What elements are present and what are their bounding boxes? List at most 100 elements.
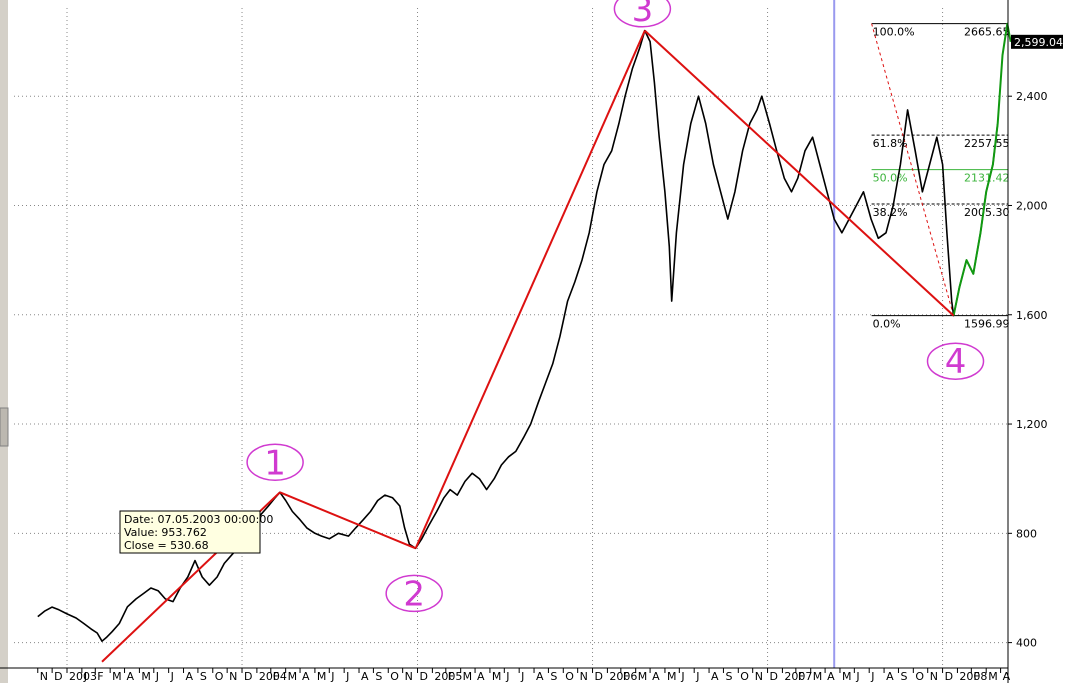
annotation-label: 2	[403, 574, 425, 614]
x-tick-label: M	[317, 670, 327, 683]
x-tick-label: A	[477, 670, 485, 683]
annotation-label: 1	[264, 443, 286, 483]
fib-level-pct: 0.0%	[873, 318, 901, 331]
x-tick-label: J	[680, 670, 684, 683]
x-tick-label: M	[288, 670, 298, 683]
x-tick-label: 2006	[609, 670, 637, 683]
x-tick-label: S	[900, 670, 907, 683]
x-tick-label: N	[40, 670, 48, 683]
x-tick-label: M	[638, 670, 648, 683]
annotation-circle	[613, 0, 672, 28]
x-tick-label: M	[112, 670, 122, 683]
x-tick-label: A	[536, 670, 544, 683]
y-axis: 400 800 1,200 1,600 2,000 2,400	[1007, 0, 1048, 683]
x-tick-label: O	[565, 670, 574, 683]
fib-level-pct: 100.0%	[873, 26, 915, 39]
annotation-circle	[926, 342, 985, 380]
fib-level-price: 1596.99	[964, 318, 1010, 331]
y-tick-label: 800	[1016, 527, 1037, 540]
x-tick-label: A	[127, 670, 135, 683]
fib-level-price: 2005.30	[964, 206, 1010, 219]
x-tick-label: F	[97, 670, 103, 683]
x-tick-label: 2004	[259, 670, 287, 683]
x-tick-label: F	[798, 670, 804, 683]
x-tick-label: S	[375, 670, 382, 683]
x-tick-label: A	[361, 670, 369, 683]
x-tick-label: J	[520, 670, 524, 683]
fib-level-pct: 50.0%	[873, 172, 908, 185]
x-tick-label: A	[711, 670, 719, 683]
x-tick-label: 2008	[959, 670, 987, 683]
tooltip-line: Date: 07.05.2003 00:00:00	[124, 513, 273, 526]
last-price-text: 2,599.04	[1014, 36, 1063, 49]
fib-level-price: 2665.65	[964, 26, 1010, 39]
x-tick-label: D	[770, 670, 778, 683]
fib-level-price: 2131.42	[964, 172, 1010, 185]
x-tick-label: D	[595, 670, 603, 683]
x-tick-label: 2003	[69, 670, 97, 683]
x-tick-label: N	[930, 670, 938, 683]
left-scroll-panel[interactable]	[0, 0, 8, 683]
x-tick-label: D	[54, 670, 62, 683]
x-tick-label: F	[973, 670, 979, 683]
x-tick-label: D	[945, 670, 953, 683]
x-tick-label: J	[695, 670, 699, 683]
x-tick-label: M	[463, 670, 473, 683]
x-tick-label: F	[448, 670, 454, 683]
x-tick-label: M	[842, 670, 852, 683]
x-tick-label: A	[827, 670, 835, 683]
x-tick-label: M	[492, 670, 502, 683]
fibonacci-levels: 100.0% 2665.65 61.8% 2257.55 50.0% 2131.42 38.…	[871, 23, 1010, 331]
x-tick-label: S	[200, 670, 207, 683]
fib-level-pct: 61.8%	[873, 137, 908, 150]
y-tick-label: 2,000	[1016, 199, 1048, 212]
x-tick-label: J	[870, 670, 874, 683]
x-tick-label: J	[345, 670, 349, 683]
annotation-label: 3	[632, 0, 654, 30]
trend-line	[644, 29, 955, 317]
wave-annotations: 1 2 3 4	[246, 0, 985, 614]
last-price-label: 2,599.04	[1011, 34, 1063, 49]
y-tick-label: 400	[1016, 637, 1037, 650]
tooltip-line: Close = 530.68	[124, 539, 209, 552]
y-tick-label: 1,200	[1016, 418, 1048, 431]
fib-level-price: 2257.55	[964, 137, 1010, 150]
x-tick-label: F	[623, 670, 629, 683]
x-tick-label: J	[155, 670, 159, 683]
recent-price-line	[952, 22, 1012, 316]
x-tick-label: J	[170, 670, 174, 683]
annotation-circle	[385, 574, 443, 613]
x-tick-label: O	[390, 670, 399, 683]
last-price-box	[1011, 34, 1063, 49]
x-tick-label: A	[652, 670, 660, 683]
tooltip-box	[119, 510, 261, 554]
x-tick-label: S	[550, 670, 557, 683]
x-tick-label: S	[725, 670, 732, 683]
x-tick-label: M	[141, 670, 151, 683]
trend-line	[279, 491, 416, 550]
y-tick-label: 2,400	[1016, 90, 1048, 103]
x-tick-label: N	[405, 670, 413, 683]
fib-diagonal	[871, 23, 955, 316]
left-scroll-thumb[interactable]	[0, 407, 9, 447]
x-tick-label: N	[580, 670, 588, 683]
x-tick-label: F	[273, 670, 279, 683]
fib-level-pct: 38.2%	[873, 206, 908, 219]
x-tick-label: J	[330, 670, 334, 683]
x-tick-label: A	[302, 670, 310, 683]
price-series	[37, 22, 1012, 643]
x-tick-label: A	[886, 670, 894, 683]
x-tick-label: D	[244, 670, 252, 683]
x-tick-label: O	[740, 670, 749, 683]
annotation-circle	[246, 443, 304, 482]
x-tick-label: N	[229, 670, 237, 683]
x-tick-label: A	[1003, 670, 1011, 683]
x-tick-label: M	[667, 670, 677, 683]
trend-line	[414, 30, 646, 549]
y-tick-label: 1,600	[1016, 309, 1048, 322]
tooltip-line: Value: 953.762	[124, 526, 207, 539]
